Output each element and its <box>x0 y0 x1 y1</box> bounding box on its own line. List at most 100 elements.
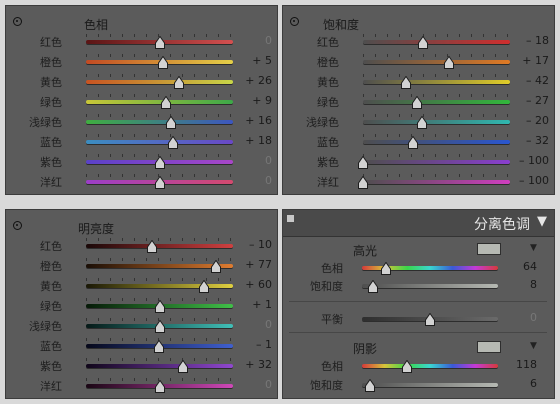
luminance-slider-thumb[interactable] <box>154 320 165 333</box>
target-adjustment-icon[interactable] <box>290 17 299 26</box>
hue-slider-thumb[interactable] <box>173 76 184 89</box>
saturation-slider-ticks <box>363 154 510 157</box>
saturation-slider-track[interactable] <box>363 100 510 104</box>
luminance-row-value: 0 <box>265 318 272 331</box>
luminance-slider-thumb[interactable] <box>198 280 209 293</box>
hue-slider-thumb[interactable] <box>154 176 165 189</box>
target-adjustment-icon[interactable] <box>13 221 22 230</box>
saturation-slider-track[interactable] <box>363 80 510 84</box>
luminance-row-value: + 60 <box>245 278 272 291</box>
luminance-slider-track[interactable] <box>86 244 233 248</box>
saturation-slider-thumb[interactable] <box>400 76 411 89</box>
saturation-row-label: 蓝色 <box>317 136 339 149</box>
saturation-slider-thumb[interactable] <box>443 56 454 69</box>
saturation-slider-thumb[interactable] <box>411 96 422 109</box>
luminance-slider-thumb[interactable] <box>155 300 166 313</box>
balance-value: 0 <box>530 311 537 324</box>
luminance-row-value: – 10 <box>249 238 272 251</box>
saturation-slider-track[interactable] <box>363 160 510 164</box>
luminance-row-label: 橙色 <box>40 260 62 273</box>
saturation-row-value: – 20 <box>526 114 549 127</box>
hue-slider-thumb[interactable] <box>166 116 177 129</box>
saturation-slider-ticks <box>363 74 510 77</box>
hue-row-label: 橙色 <box>40 56 62 69</box>
shadows-saturation-slider-track[interactable] <box>362 383 498 387</box>
shadows-hue-slider-track[interactable] <box>362 364 498 368</box>
hue-row-label: 绿色 <box>40 96 62 109</box>
highlights-saturation-slider-thumb[interactable] <box>367 280 378 293</box>
luminance-slider-thumb[interactable] <box>154 380 165 393</box>
triangle-down-icon[interactable]: ▼ <box>530 341 537 351</box>
hue-slider-thumb[interactable] <box>158 56 169 69</box>
saturation-row-label: 洋红 <box>317 176 339 189</box>
shadows-hue-slider-thumb[interactable] <box>401 360 412 373</box>
saturation-slider-track[interactable] <box>363 60 510 64</box>
highlights-saturation-slider-track[interactable] <box>362 284 498 288</box>
luminance-slider-ticks <box>86 318 233 321</box>
luminance-slider-track[interactable] <box>86 284 233 288</box>
luminance-slider-ticks <box>86 338 233 341</box>
shadows-saturation-slider-thumb[interactable] <box>365 379 376 392</box>
luminance-slider-thumb[interactable] <box>211 260 222 273</box>
highlights-hue-slider-thumb[interactable] <box>381 262 392 275</box>
luminance-slider-track[interactable] <box>86 264 233 268</box>
luminance-row-label: 紫色 <box>40 360 62 373</box>
hue-row-value: 0 <box>265 34 272 47</box>
saturation-slider-thumb[interactable] <box>418 36 429 49</box>
hue-row-value: + 26 <box>245 74 272 87</box>
triangle-down-icon[interactable]: ▼ <box>537 214 547 229</box>
hue-slider-track[interactable] <box>86 120 233 124</box>
hue-slider-track[interactable] <box>86 140 233 144</box>
luminance-slider-thumb[interactable] <box>147 240 158 253</box>
hue-slider-thumb[interactable] <box>154 156 165 169</box>
saturation-slider-track[interactable] <box>363 40 510 44</box>
panel-title-split-toning: 分离色调 <box>474 217 530 233</box>
luminance-row-label: 洋红 <box>40 380 62 393</box>
highlights-title: 高光 <box>353 244 378 258</box>
hue-row-value: 0 <box>265 154 272 167</box>
luminance-row-label: 浅绿色 <box>29 320 62 333</box>
triangle-down-icon[interactable]: ▼ <box>530 243 537 253</box>
saturation-slider-track[interactable] <box>363 120 510 124</box>
saturation-slider-thumb[interactable] <box>407 136 418 149</box>
luminance-row-label: 绿色 <box>40 300 62 313</box>
saturation-slider-track[interactable] <box>363 140 510 144</box>
luminance-slider-thumb[interactable] <box>178 360 189 373</box>
panel-title-hue: 色相 <box>84 18 109 32</box>
saturation-row-label: 绿色 <box>317 96 339 109</box>
shadows-color-swatch[interactable] <box>477 341 501 353</box>
hue-slider-ticks <box>86 114 233 117</box>
saturation-slider-thumb[interactable] <box>416 116 427 129</box>
hue-slider-thumb[interactable] <box>167 136 178 149</box>
hue-slider-ticks <box>86 174 233 177</box>
highlights-hue-value: 64 <box>523 260 537 273</box>
saturation-row-label: 黄色 <box>317 76 339 89</box>
saturation-slider-thumb[interactable] <box>358 176 368 189</box>
highlights-saturation-value: 8 <box>530 278 537 291</box>
luminance-row-value: + 77 <box>245 258 272 271</box>
section-divider <box>289 301 547 302</box>
hue-slider-track[interactable] <box>86 80 233 84</box>
saturation-slider-thumb[interactable] <box>358 156 368 169</box>
split-toning-header[interactable]: 分离色调 ▼ <box>283 210 554 237</box>
saturation-slider-ticks <box>363 114 510 117</box>
saturation-row-label: 橙色 <box>317 56 339 69</box>
luminance-slider-thumb[interactable] <box>153 340 164 353</box>
hue-slider-thumb[interactable] <box>161 96 172 109</box>
luminance-slider-ticks <box>86 358 233 361</box>
hsl-saturation-panel: 饱和度 红色 – 18 橙色 + 17 黄色 – 42 绿色 – 27 浅绿色 – 20 蓝色 – 3… <box>282 5 555 195</box>
highlights-saturation-label: 饱和度 <box>310 280 343 293</box>
saturation-slider-ticks <box>363 54 510 57</box>
luminance-row-label: 蓝色 <box>40 340 62 353</box>
saturation-slider-ticks <box>363 174 510 177</box>
saturation-slider-track[interactable] <box>363 180 510 184</box>
luminance-slider-track[interactable] <box>86 364 233 368</box>
target-adjustment-icon[interactable] <box>13 17 22 26</box>
highlights-hue-slider-track[interactable] <box>362 266 498 270</box>
highlights-color-swatch[interactable] <box>477 243 501 255</box>
hue-slider-ticks <box>86 74 233 77</box>
balance-slider-thumb[interactable] <box>425 313 435 326</box>
hue-slider-thumb[interactable] <box>154 36 165 49</box>
hue-slider-track[interactable] <box>86 100 233 104</box>
hue-row-label: 蓝色 <box>40 136 62 149</box>
